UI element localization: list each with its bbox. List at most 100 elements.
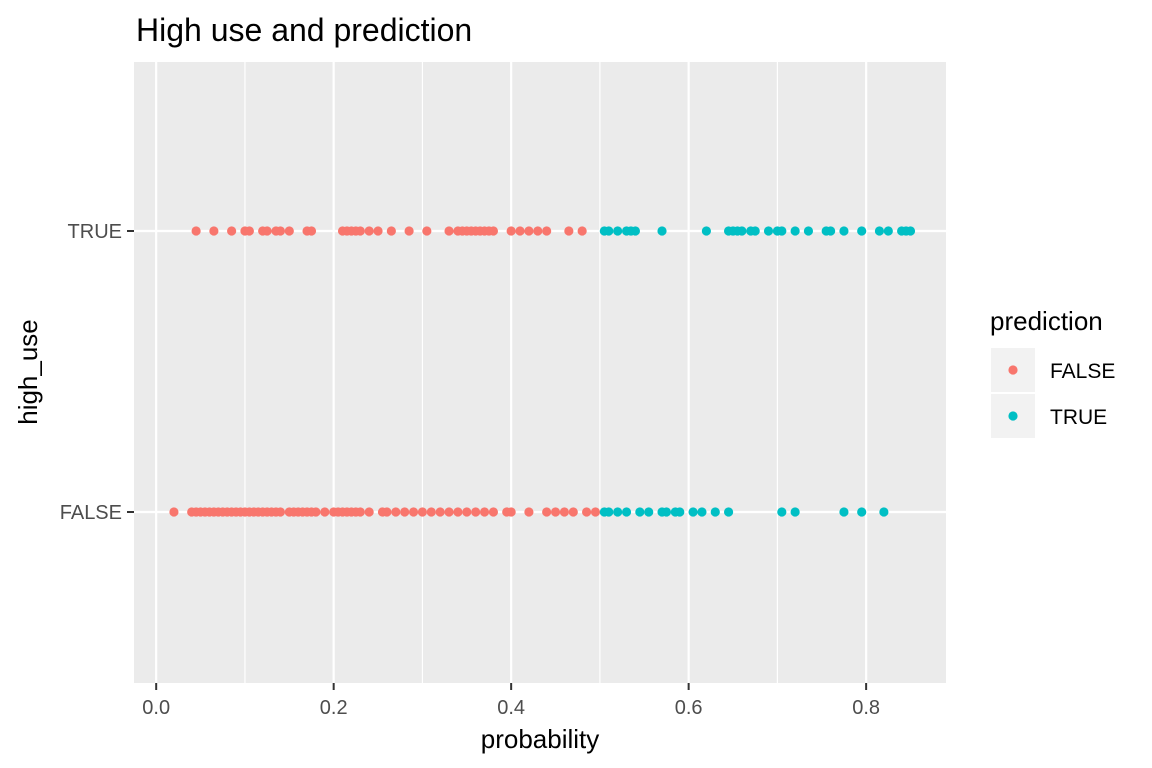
- data-point-false: [559, 507, 570, 517]
- data-point-false: [209, 226, 219, 236]
- x-axis-title: probability: [481, 724, 600, 754]
- data-point-false: [453, 507, 463, 517]
- data-point-false: [577, 226, 587, 236]
- x-tick-label: 0.0: [142, 697, 170, 719]
- data-point-true: [630, 226, 640, 236]
- data-point-false: [542, 226, 552, 236]
- data-point-false: [417, 507, 428, 517]
- legend-label: TRUE: [1050, 406, 1107, 429]
- data-point-false: [426, 507, 436, 517]
- data-point-false: [311, 507, 321, 517]
- data-point-true: [826, 226, 836, 236]
- data-point-false: [581, 507, 592, 517]
- data-point-false: [444, 507, 454, 517]
- data-point-true: [635, 507, 645, 517]
- data-point-true: [750, 226, 760, 236]
- x-tick-label: 0.2: [320, 697, 348, 719]
- data-point-false: [435, 507, 445, 517]
- legend: prediction FALSE TRUE: [990, 306, 1115, 438]
- data-point-false: [355, 507, 365, 517]
- data-point-false: [320, 507, 330, 517]
- data-point-true: [604, 507, 614, 517]
- data-point-false: [373, 226, 383, 236]
- data-point-false: [364, 226, 374, 236]
- data-point-true: [675, 507, 685, 517]
- x-tick-label: 0.6: [675, 697, 703, 719]
- data-point-false: [564, 226, 574, 236]
- data-point-true: [737, 226, 747, 236]
- data-point-true: [839, 507, 849, 517]
- x-tick-label: 0.4: [497, 697, 525, 719]
- data-point-false: [462, 507, 472, 517]
- data-point-false: [568, 507, 578, 517]
- data-point-false: [542, 507, 552, 517]
- legend-label: FALSE: [1050, 360, 1115, 383]
- legend-swatch: [1008, 411, 1018, 421]
- legend-swatch: [1008, 365, 1018, 375]
- y-axis: FALSE TRUE: [60, 221, 134, 524]
- plot-panel: [134, 62, 946, 683]
- y-axis-title: high_use: [13, 319, 43, 425]
- y-tick-label: TRUE: [68, 221, 122, 243]
- data-point-true: [790, 226, 800, 236]
- data-point-false: [400, 507, 410, 517]
- data-point-true: [723, 507, 734, 517]
- data-point-true: [621, 507, 632, 517]
- data-point-true: [857, 226, 867, 236]
- data-point-true: [857, 507, 867, 517]
- data-point-false: [408, 507, 419, 517]
- data-point-false: [244, 226, 254, 236]
- panel-background: [134, 62, 946, 683]
- data-point-true: [701, 226, 711, 236]
- data-point-false: [364, 507, 374, 517]
- data-point-false: [506, 226, 516, 236]
- data-point-false: [382, 507, 392, 517]
- data-point-true: [688, 507, 698, 517]
- data-point-false: [506, 507, 516, 517]
- x-tick-label: 0.8: [852, 697, 880, 719]
- data-point-false: [524, 226, 534, 236]
- data-point-true: [710, 507, 720, 517]
- data-point-false: [386, 226, 396, 236]
- data-point-false: [306, 226, 317, 236]
- data-point-false: [355, 226, 365, 236]
- data-point-false: [444, 226, 454, 236]
- data-point-false: [191, 226, 201, 236]
- data-point-false: [590, 507, 601, 517]
- data-point-true: [883, 226, 893, 236]
- data-point-true: [879, 507, 889, 517]
- data-point-true: [613, 226, 623, 236]
- chart-title: High use and prediction: [136, 12, 472, 48]
- data-point-false: [284, 226, 294, 236]
- data-point-true: [657, 226, 667, 236]
- data-point-false: [169, 507, 179, 517]
- data-point-true: [763, 226, 774, 236]
- data-point-false: [550, 507, 561, 517]
- data-point-true: [803, 226, 814, 236]
- data-point-false: [488, 507, 499, 517]
- x-axis: 0.0 0.2 0.4 0.6 0.8: [142, 683, 880, 719]
- data-point-true: [661, 507, 672, 517]
- legend-title: prediction: [990, 306, 1103, 336]
- data-point-true: [905, 226, 916, 236]
- data-point-true: [790, 507, 800, 517]
- data-points: [169, 226, 916, 517]
- data-point-false: [515, 226, 525, 236]
- data-point-true: [697, 507, 707, 517]
- data-point-false: [404, 226, 414, 236]
- data-point-false: [262, 226, 272, 236]
- data-point-true: [874, 226, 885, 236]
- data-point-false: [471, 507, 481, 517]
- data-point-false: [479, 507, 490, 517]
- data-point-false: [227, 226, 237, 236]
- data-point-true: [777, 507, 787, 517]
- data-point-false: [524, 507, 534, 517]
- y-tick-label: FALSE: [60, 502, 122, 524]
- data-point-false: [533, 226, 543, 236]
- data-point-true: [777, 226, 787, 236]
- data-point-false: [422, 226, 432, 236]
- data-point-true: [613, 507, 623, 517]
- data-point-false: [275, 226, 286, 236]
- data-point-false: [488, 226, 499, 236]
